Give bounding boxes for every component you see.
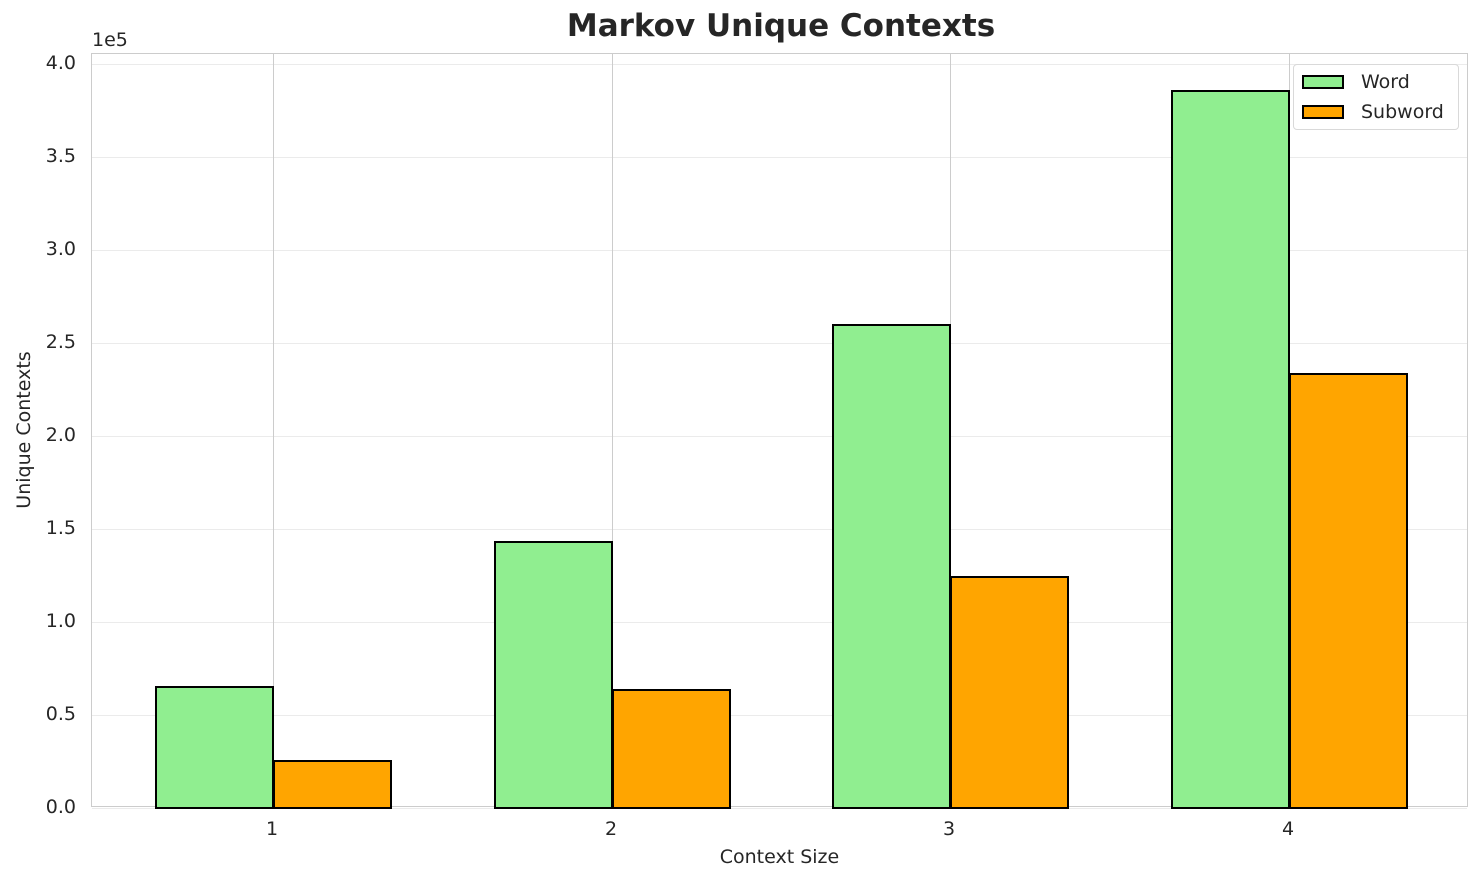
y-tick-label: 4.0 xyxy=(45,52,76,74)
bar-subword-4 xyxy=(1289,372,1408,809)
x-tick-label: 1 xyxy=(265,818,279,840)
legend-item-word: Word xyxy=(1302,71,1410,93)
legend-swatch-word xyxy=(1302,75,1344,89)
y-tick-label: 2.0 xyxy=(45,424,76,446)
y-gridline xyxy=(92,622,1467,623)
legend-label-subword: Subword xyxy=(1361,101,1444,123)
bar-subword-1 xyxy=(273,760,392,809)
bar-word-2 xyxy=(494,541,613,809)
legend-label-word: Word xyxy=(1361,71,1410,93)
y-offset-label: 1e5 xyxy=(92,29,128,51)
bar-subword-2 xyxy=(612,688,731,809)
legend: Word Subword xyxy=(1293,64,1459,130)
y-gridline xyxy=(92,436,1467,437)
plot-area xyxy=(91,53,1468,809)
y-tick-label: 0.5 xyxy=(45,703,76,725)
y-gridline xyxy=(92,715,1467,716)
chart-title: Markov Unique Contexts xyxy=(566,8,996,44)
x-tick-label: 3 xyxy=(942,818,956,840)
y-tick-label: 2.5 xyxy=(45,331,76,353)
bar-word-1 xyxy=(155,685,274,809)
x-tick-label: 2 xyxy=(604,818,618,840)
legend-item-subword: Subword xyxy=(1302,101,1444,123)
y-gridline xyxy=(92,157,1467,158)
y-gridline xyxy=(92,808,1467,809)
x-tick-label: 4 xyxy=(1281,818,1295,840)
y-gridline xyxy=(92,343,1467,344)
y-tick-label: 3.5 xyxy=(45,145,76,167)
y-axis-label: Unique Contexts xyxy=(13,351,35,509)
bar-subword-3 xyxy=(950,576,1069,809)
y-tick-label: 0.0 xyxy=(45,796,76,818)
y-gridline xyxy=(92,64,1467,65)
y-gridline xyxy=(92,529,1467,530)
y-gridline xyxy=(92,250,1467,251)
x-axis-label: Context Size xyxy=(719,846,840,868)
legend-swatch-subword xyxy=(1302,105,1344,119)
y-tick-label: 1.0 xyxy=(45,610,76,632)
x-gridline xyxy=(612,54,613,806)
y-tick-label: 1.5 xyxy=(45,517,76,539)
bar-word-4 xyxy=(1171,90,1290,809)
y-tick-label: 3.0 xyxy=(45,238,76,260)
x-gridline xyxy=(273,54,274,806)
bar-word-3 xyxy=(832,324,951,809)
